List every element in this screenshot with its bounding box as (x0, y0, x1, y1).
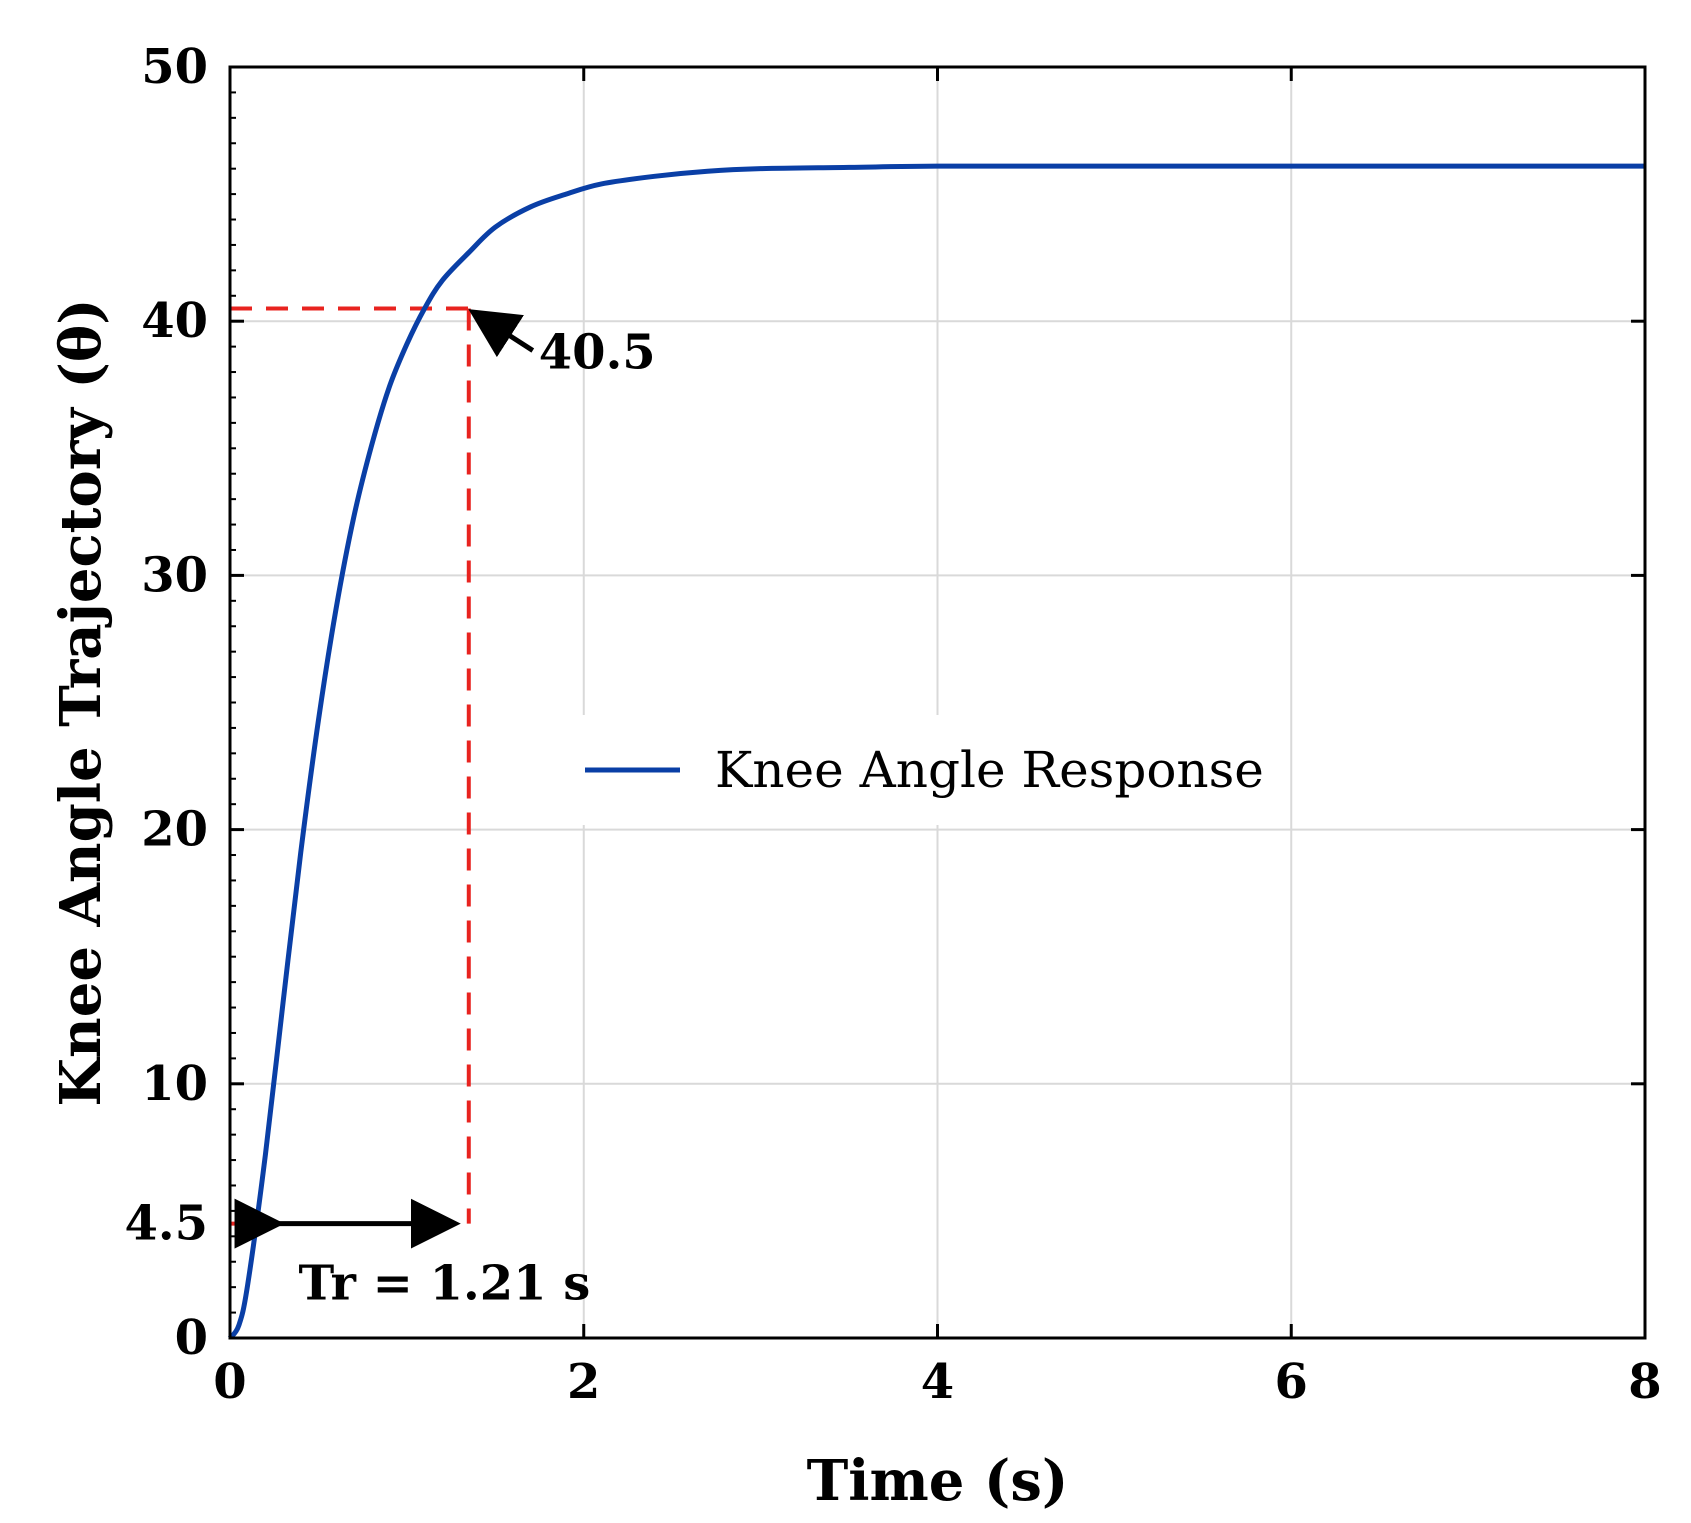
x-tick-label: 2 (567, 1354, 600, 1410)
rise-time-label: Tr = 1.21 s (298, 1256, 590, 1312)
legend: Knee Angle Response (570, 715, 1270, 825)
y-tick-label: 10 (141, 1056, 208, 1112)
series-group (227, 163, 1645, 1340)
y-tick-label: 20 (141, 802, 208, 858)
y-axis-title: Knee Angle Trajectory (θ) (48, 298, 114, 1106)
y-tick-label: 40 (141, 293, 208, 349)
annotation-40-5-label: 40.5 (539, 324, 656, 380)
x-axis-title: Time (s) (807, 1448, 1069, 1514)
y-tick-labels: 0 4.5 10 20 30 40 50 (124, 39, 208, 1366)
grid-lines (230, 67, 1645, 1338)
y-tick-label: 50 (141, 39, 208, 95)
y-tick-label: 4.5 (124, 1196, 208, 1252)
x-tick-label: 4 (921, 1354, 954, 1410)
x-tick-label: 6 (1275, 1354, 1308, 1410)
x-tick-label: 0 (213, 1354, 246, 1410)
y-tick-label: 0 (175, 1310, 208, 1366)
annotations: 40.5 Tr = 1.21 s (234, 309, 656, 1312)
legend-entry-knee-angle-response: Knee Angle Response (715, 741, 1264, 799)
y-tick-label: 30 (141, 547, 208, 603)
reference-lines (230, 306, 471, 1226)
legend-background (570, 715, 1270, 825)
annotation-40-5-arrow (468, 309, 535, 358)
plot-frame (228, 65, 1647, 1340)
series-line-knee-angle-response (227, 163, 1645, 1340)
x-tick-label: 8 (1628, 1354, 1661, 1410)
x-tick-labels: 0 2 4 6 8 (213, 1354, 1661, 1410)
